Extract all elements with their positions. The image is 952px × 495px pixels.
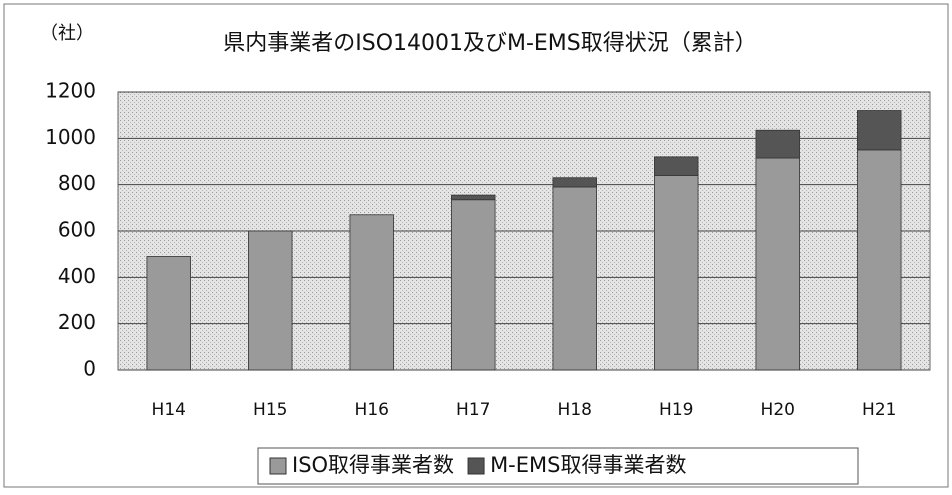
x-tick-label: H14: [152, 400, 186, 420]
legend: ISO取得事業者数 M-EMS取得事業者数: [257, 447, 859, 485]
y-axis-label: （社）: [40, 23, 94, 44]
y-tick-label: 600: [58, 218, 96, 242]
y-tick-label: 1000: [45, 125, 96, 149]
legend-label: ISO取得事業者数: [292, 453, 454, 477]
bar-segment: [654, 156, 699, 176]
bar-segment: [451, 194, 496, 201]
bar-segment: [654, 174, 699, 371]
bar-segment: [552, 186, 597, 371]
legend-swatch: [269, 457, 287, 475]
bar-segment: [857, 110, 902, 151]
bar-segment: [552, 177, 597, 188]
x-tick-label: H20: [761, 400, 795, 420]
y-tick-label: 0: [83, 357, 96, 381]
bar-segment: [146, 256, 191, 371]
x-tick-label: H21: [862, 400, 896, 420]
x-tick-label: H15: [253, 400, 287, 420]
y-tick-label: 200: [58, 310, 96, 334]
y-tick-label: 400: [58, 264, 96, 288]
legend-box: [257, 447, 859, 485]
x-tick-label: H18: [558, 400, 592, 420]
bar-segment: [451, 199, 496, 371]
y-tick-label: 800: [58, 171, 96, 195]
x-tick-label: H19: [659, 400, 693, 420]
legend-swatch: [467, 457, 485, 475]
bar-segment: [755, 157, 800, 371]
bar-segment: [755, 129, 800, 159]
chart-title: 県内事業者のISO14001及びM-EMS取得状況（累計）: [223, 31, 757, 56]
x-tick-label: H17: [456, 400, 490, 420]
y-tick-label: 1200: [45, 79, 96, 103]
legend-label: M-EMS取得事業者数: [490, 453, 686, 477]
x-tick-label: H16: [355, 400, 389, 420]
bar-segment: [349, 214, 394, 371]
bar-segment: [248, 230, 293, 371]
bar-segment: [857, 149, 902, 371]
